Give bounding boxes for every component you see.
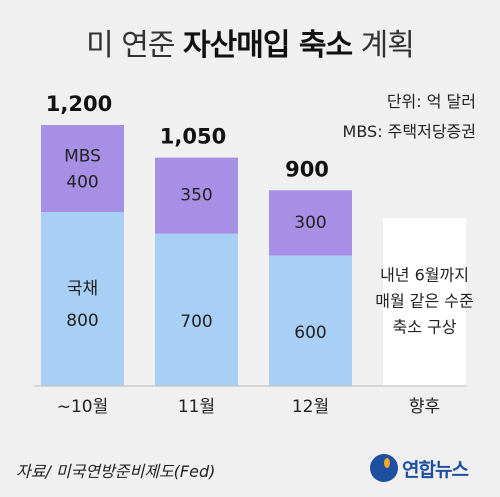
future-plan-label: 축소 구상 bbox=[393, 318, 457, 337]
mbs-value-label: 300 bbox=[294, 213, 326, 233]
category-label: 12월 bbox=[292, 397, 329, 417]
future-plan-label: 내년 6월까지 bbox=[380, 266, 469, 285]
total-value-label: 1,050 bbox=[160, 125, 226, 149]
bar-treasury bbox=[41, 212, 124, 386]
bar-treasury bbox=[155, 233, 238, 386]
logo-text: 연합뉴스 bbox=[402, 458, 469, 481]
treasury-series-label: 국채 bbox=[67, 279, 98, 299]
mbs-definition-note: MBS: 주택저당증권 bbox=[342, 122, 476, 141]
category-label: ~10월 bbox=[57, 397, 109, 417]
mbs-value-label: 350 bbox=[180, 186, 212, 206]
bar-mbs bbox=[155, 157, 238, 234]
total-value-label: 1,200 bbox=[46, 92, 112, 116]
future-plan-label: 매월 같은 수준 bbox=[375, 292, 474, 311]
unit-note: 단위: 억 달러 bbox=[386, 92, 476, 111]
title-suffix: 계획 bbox=[360, 28, 415, 63]
title-highlight: 자산매입 축소 bbox=[183, 28, 353, 63]
title-prefix: 미 연준 bbox=[86, 28, 175, 63]
treasury-value-label: 700 bbox=[180, 312, 212, 332]
bar-mbs bbox=[269, 190, 352, 256]
yonhap-logo-icon bbox=[370, 454, 398, 482]
chart-title: 미 연준 자산매입 축소 계획 bbox=[0, 20, 500, 64]
mbs-value-label: 400 bbox=[66, 173, 98, 193]
bar-mbs bbox=[41, 125, 124, 212]
source-note: 자료/ 미국연방준비제도(Fed) bbox=[16, 462, 216, 481]
yonhap-logo: 연합뉴스 bbox=[370, 450, 469, 486]
treasury-value-label: 800 bbox=[66, 311, 98, 331]
treasury-value-label: 600 bbox=[294, 323, 326, 343]
bar-treasury bbox=[269, 255, 352, 386]
mbs-series-label: MBS bbox=[64, 147, 101, 167]
total-value-label: 900 bbox=[285, 157, 329, 181]
category-label: 향후 bbox=[409, 397, 440, 417]
bar-future bbox=[383, 218, 466, 386]
category-label: 11월 bbox=[178, 397, 215, 417]
